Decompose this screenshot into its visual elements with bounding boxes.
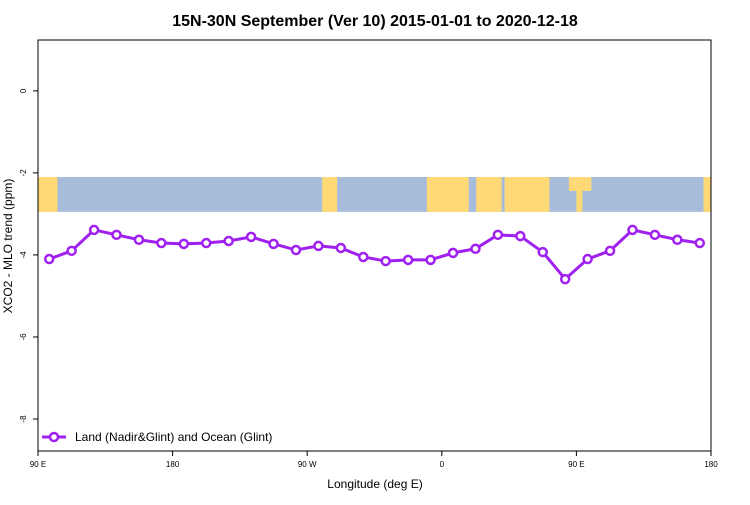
data-point: [470, 243, 481, 255]
world-map-band: [38, 177, 711, 212]
legend-label: Land (Nadir&Glint) and Ocean (Glint): [75, 430, 272, 444]
data-point: [201, 237, 212, 249]
data-point: [88, 224, 100, 236]
data-point: [649, 229, 661, 241]
data-point: [245, 231, 257, 243]
data-point: [223, 235, 234, 247]
x-tick-label: 180: [166, 460, 180, 469]
land-area: [38, 177, 58, 212]
series-line: [48, 228, 701, 282]
data-point: [672, 234, 683, 246]
data-point: [627, 224, 638, 236]
x-tick-label: 0: [440, 460, 445, 469]
land-area: [568, 177, 592, 191]
y-axis-label: XCO2 - MLO trend (ppm): [1, 179, 15, 314]
data-point: [537, 246, 548, 258]
legend: Land (Nadir&Glint) and Ocean (Glint): [42, 430, 272, 444]
land-area: [504, 177, 550, 212]
data-point: [111, 229, 122, 241]
data-point: [425, 254, 436, 266]
x-tick-label: 180: [704, 460, 718, 469]
data-point: [358, 251, 369, 263]
chart-title: 15N-30N September (Ver 10) 2015-01-01 to…: [172, 13, 578, 30]
data-point: [559, 273, 571, 285]
data-point: [313, 240, 324, 252]
data-point: [515, 230, 526, 242]
data-point: [290, 244, 302, 256]
data-point: [156, 237, 167, 249]
data-point: [43, 253, 55, 265]
data-point: [335, 242, 347, 254]
y-tick-label: -6: [19, 333, 28, 341]
x-tick-label: 90 W: [298, 460, 317, 469]
data-point: [582, 253, 593, 265]
land-area: [426, 177, 469, 212]
data-point: [268, 238, 279, 250]
data-point: [66, 245, 77, 257]
legend-marker: [48, 431, 60, 443]
data-point: [694, 237, 706, 249]
y-tick-label: -4: [19, 251, 28, 259]
y-tick-label: -8: [19, 415, 28, 423]
data-point: [492, 229, 504, 241]
data-point: [133, 234, 145, 246]
data-point: [604, 245, 616, 257]
y-tick-label: -2: [19, 169, 28, 177]
data-point: [447, 247, 459, 259]
land-area: [576, 177, 583, 212]
y-tick-label: 0: [19, 88, 28, 93]
land-area: [322, 177, 338, 212]
land-area: [703, 177, 711, 212]
data-point: [380, 255, 391, 267]
axes: 90 E 180 90 W 0 90 E 180 0 -2 -4 -6 -8: [19, 88, 718, 469]
x-tick-label: 90 E: [30, 460, 46, 469]
plot-frame: [37, 39, 712, 452]
data-point: [178, 238, 190, 250]
series-layer: [43, 224, 706, 285]
data-point: [402, 254, 414, 266]
ocean-area: [38, 177, 711, 212]
x-tick-label: 90 E: [568, 460, 584, 469]
land-area: [476, 177, 502, 212]
x-axis-label: Longitude (deg E): [327, 477, 422, 491]
